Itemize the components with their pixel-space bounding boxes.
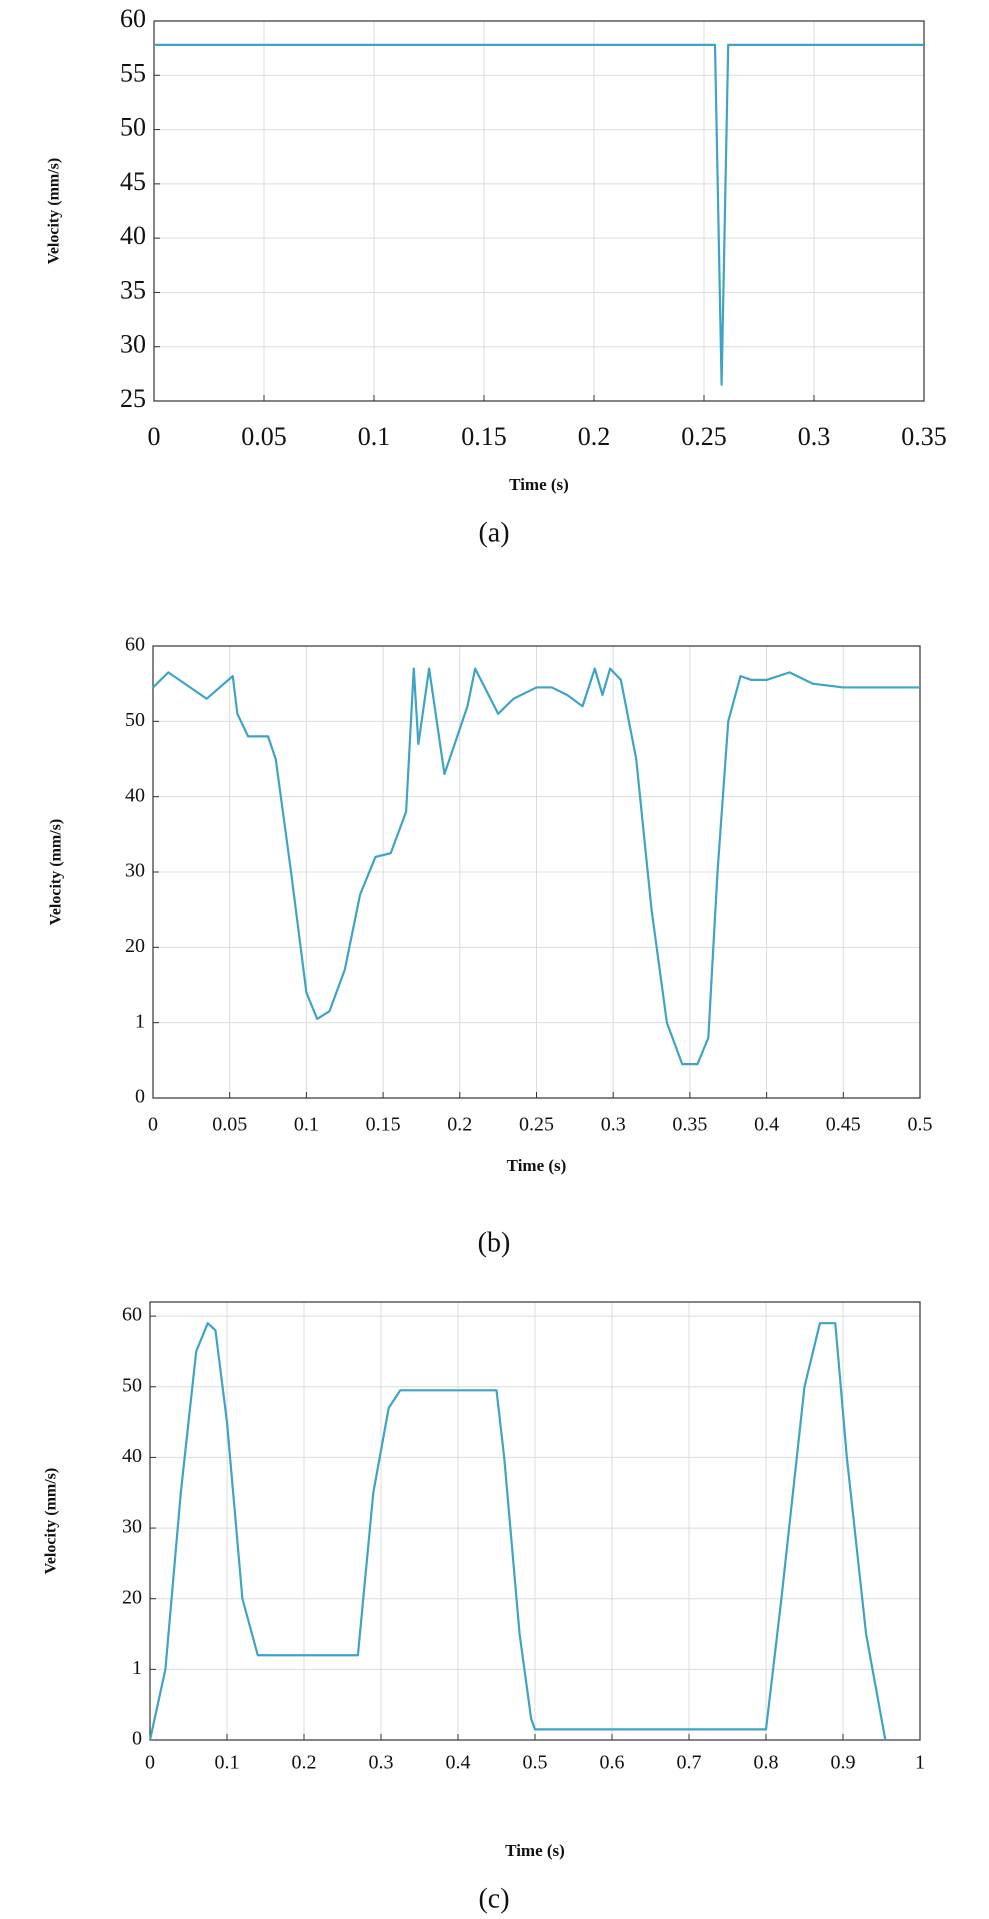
x-tick-label: 0.35 [672, 1114, 707, 1136]
x-tick-label: 0.05 [241, 422, 287, 451]
x-tick-label: 0.45 [826, 1114, 861, 1136]
x-tick-label: 0.9 [831, 1752, 856, 1774]
x-tick-label: 0.1 [358, 422, 391, 451]
plot-frame [149, 1301, 921, 1741]
x-tick-label: 0.3 [369, 1752, 394, 1774]
x-tick-label: 0.25 [681, 422, 727, 451]
y-tick-label: 40 [120, 221, 146, 250]
x-tick-label: 0.5 [908, 1114, 933, 1136]
x-tick-label: 0.05 [212, 1114, 247, 1136]
x-axis-title: Time (s) [505, 1841, 565, 1860]
caption: (c) [478, 1883, 509, 1914]
y-tick-label: 50 [120, 113, 146, 142]
y-tick-label: 60 [122, 1304, 142, 1326]
x-tick-label: 0.8 [754, 1752, 779, 1774]
data-line [154, 43, 924, 386]
x-tick-label: 0.3 [601, 1114, 626, 1136]
x-tick-label: 0.7 [677, 1752, 702, 1774]
x-tick-label: 0.35 [901, 422, 947, 451]
x-tick-label: 0 [148, 1114, 158, 1136]
x-axis-title: Time (s) [507, 1156, 567, 1175]
y-tick-label: 30 [122, 1516, 142, 1538]
x-tick-label: 0.2 [447, 1114, 472, 1136]
data-line [148, 1322, 887, 1741]
x-axis-title: Time (s) [509, 475, 569, 494]
y-tick-label: 40 [125, 784, 145, 806]
x-tick-label: 0.3 [798, 422, 831, 451]
x-tick-label: 0.25 [519, 1114, 554, 1136]
x-tick-label: 0.1 [294, 1114, 319, 1136]
x-tick-label: 0.6 [600, 1752, 625, 1774]
x-tick-label: 0.4 [754, 1114, 779, 1136]
y-tick-label: 0 [132, 1728, 142, 1750]
y-tick-label: 50 [125, 709, 145, 731]
y-tick-label: 55 [120, 58, 146, 87]
x-tick-label: 0 [145, 1752, 155, 1774]
y-axis-title: Velocity (mm/s) [46, 158, 63, 265]
y-tick-label: 60 [125, 634, 145, 656]
y-tick-label: 1 [135, 1010, 145, 1032]
y-tick-label: 60 [120, 4, 146, 33]
x-tick-label: 1 [915, 1752, 925, 1774]
x-tick-label: 0.5 [523, 1752, 548, 1774]
x-tick-label: 0.15 [366, 1114, 401, 1136]
y-tick-label: 0 [135, 1086, 145, 1108]
y-tick-label: 20 [122, 1586, 142, 1608]
y-tick-label: 30 [125, 860, 145, 882]
y-tick-label: 20 [125, 935, 145, 957]
plot-frame [153, 20, 925, 402]
y-axis-title: Velocity (mm/s) [48, 819, 65, 926]
x-tick-label: 0.2 [292, 1752, 317, 1774]
x-tick-label: 0.15 [461, 422, 507, 451]
y-tick-label: 1 [132, 1657, 142, 1679]
y-tick-label: 50 [122, 1374, 142, 1396]
x-tick-label: 0 [148, 422, 161, 451]
y-tick-label: 35 [120, 275, 146, 304]
data-line [152, 667, 920, 1066]
y-tick-label: 45 [120, 167, 146, 196]
plot-frame [152, 645, 921, 1099]
x-tick-label: 0.2 [578, 422, 611, 451]
x-tick-label: 0.1 [215, 1752, 240, 1774]
x-tick-label: 0.4 [446, 1752, 471, 1774]
y-tick-label: 30 [120, 330, 146, 359]
caption: (a) [478, 517, 509, 548]
y-tick-label: 40 [122, 1445, 142, 1467]
caption: (b) [478, 1227, 511, 1258]
y-axis-title: Velocity (mm/s) [43, 1468, 60, 1575]
y-tick-label: 25 [120, 384, 146, 413]
